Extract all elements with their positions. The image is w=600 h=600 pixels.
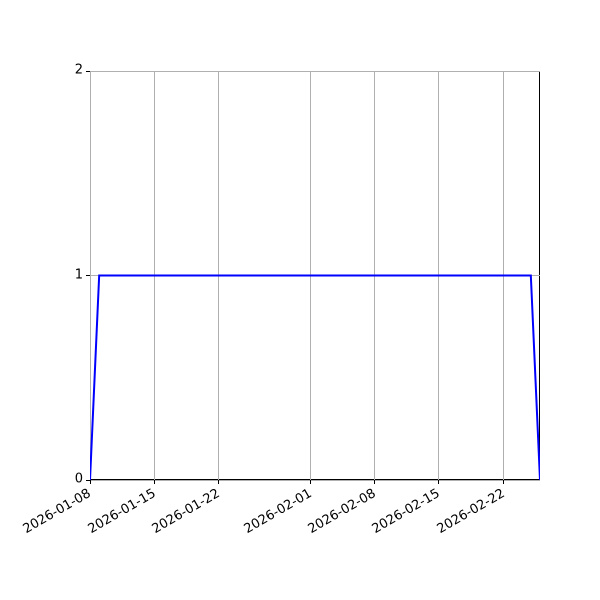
- data-line: [90, 274, 540, 480]
- y-gridline: [90, 70, 540, 72]
- y-tick-label: 2: [74, 62, 83, 78]
- x-tick-mark: [89, 480, 91, 484]
- y-tick-label: 0: [74, 471, 83, 487]
- plot-area: [89, 70, 540, 481]
- y-gridline: [90, 479, 540, 481]
- x-tick-mark: [502, 480, 504, 484]
- x-tick-mark: [309, 480, 311, 484]
- x-tick-label: 2026-01-08: [21, 486, 94, 537]
- x-tick-mark: [374, 480, 376, 484]
- x-tick-label: 2026-02-01: [241, 486, 315, 537]
- x-tick-mark: [153, 480, 155, 484]
- x-tick-label: 2026-01-22: [149, 486, 223, 537]
- y-tick-mark: [86, 275, 90, 276]
- x-tick-label: 2026-02-08: [305, 486, 379, 537]
- x-tick-mark: [218, 480, 220, 484]
- y-tick-mark: [86, 479, 90, 481]
- x-tick-label: 2026-01-15: [85, 486, 159, 537]
- x-tick-label: 2026-02-22: [434, 486, 508, 537]
- x-tick-label: 2026-02-15: [370, 486, 443, 537]
- line-chart-svg: [90, 274, 540, 480]
- y-tick-mark: [86, 70, 90, 72]
- x-tick-mark: [438, 480, 440, 484]
- y-tick-label: 1: [74, 267, 83, 283]
